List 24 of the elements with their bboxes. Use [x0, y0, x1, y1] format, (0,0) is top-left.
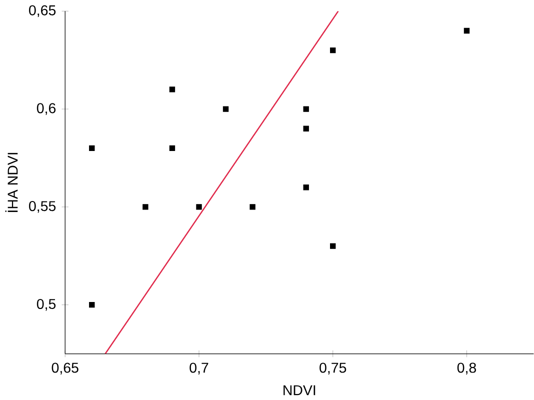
point: [169, 145, 176, 151]
point: [196, 204, 202, 210]
y-axis-title: İHA NDVI: [5, 152, 18, 212]
point: [89, 145, 95, 151]
point: [222, 106, 229, 112]
x-axis-title: NDVI: [284, 385, 316, 395]
point: [250, 204, 256, 210]
point: [142, 204, 148, 210]
point: [303, 106, 309, 112]
point: [303, 184, 309, 190]
y-tick-label: 0,65: [29, 5, 56, 17]
point: [330, 47, 336, 53]
point: [303, 126, 309, 132]
y-tick-label: 0,55: [29, 200, 56, 213]
x-tick-label: 0,65: [52, 362, 78, 374]
y-tick-label: 0,5: [36, 298, 56, 311]
point: [169, 86, 176, 92]
x-tick-label: 0,8: [457, 362, 476, 374]
x-tick-label: 0,75: [320, 362, 346, 374]
point: [89, 302, 95, 308]
x-tick-label: 0,7: [190, 362, 208, 374]
point: [330, 243, 336, 249]
point: [464, 28, 470, 34]
y-tick-label: 0,6: [36, 102, 56, 115]
